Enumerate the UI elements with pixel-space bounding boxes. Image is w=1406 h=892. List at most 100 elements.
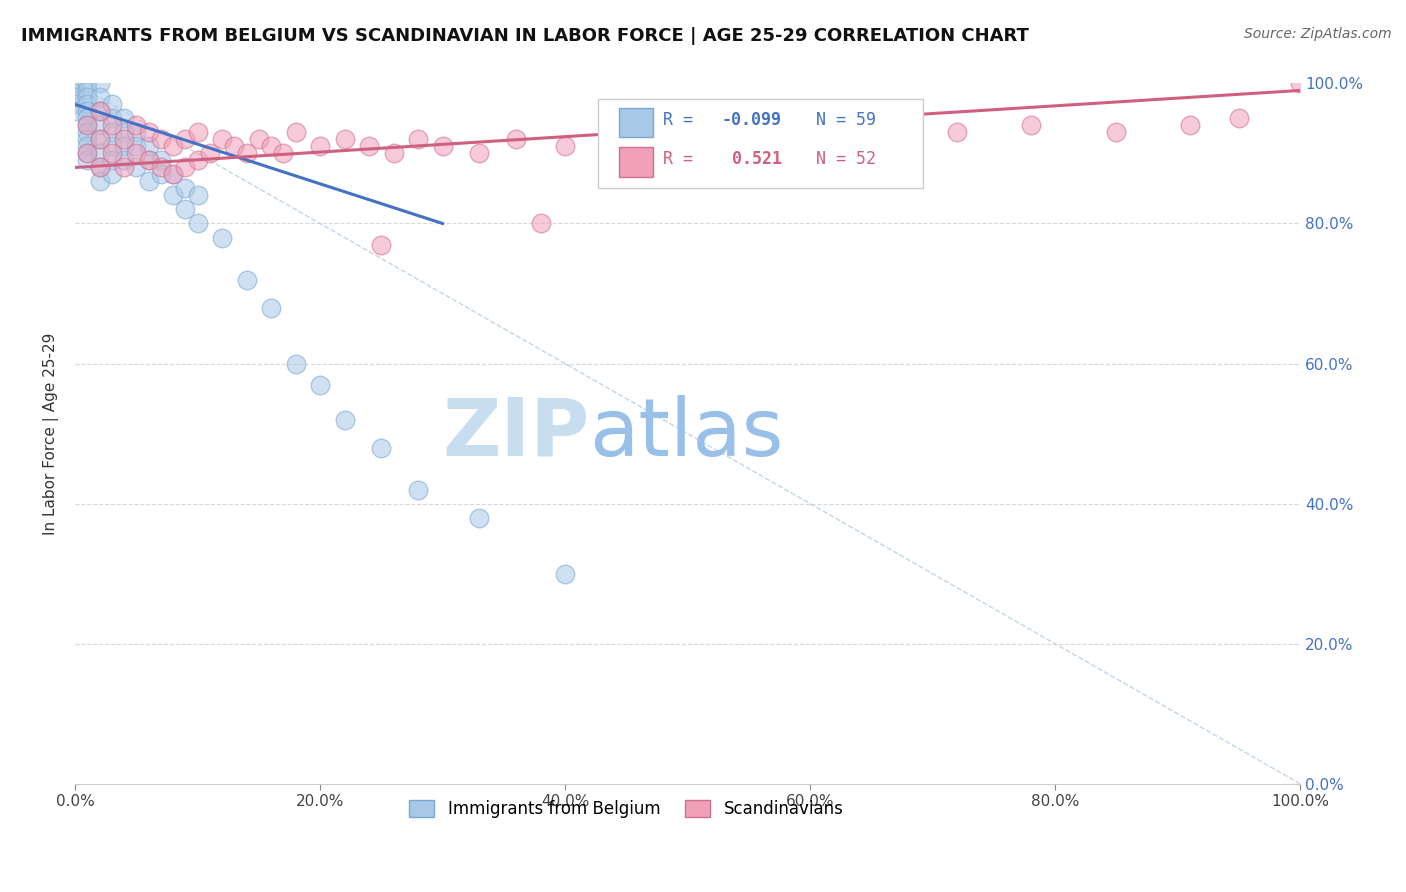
Point xyxy=(138,125,160,139)
Point xyxy=(174,132,197,146)
Point xyxy=(333,132,356,146)
Point xyxy=(101,97,124,112)
Point xyxy=(749,132,772,146)
Point xyxy=(872,132,894,146)
Text: R =: R = xyxy=(664,151,703,169)
Point xyxy=(112,125,135,139)
Point xyxy=(89,77,111,91)
Point xyxy=(63,97,86,112)
Point xyxy=(89,119,111,133)
Point xyxy=(370,441,392,455)
Point xyxy=(432,139,454,153)
Text: 0.521: 0.521 xyxy=(721,151,782,169)
Point xyxy=(76,153,98,168)
Point xyxy=(76,104,98,119)
Y-axis label: In Labor Force | Age 25-29: In Labor Force | Age 25-29 xyxy=(44,333,59,535)
Point xyxy=(112,139,135,153)
Point xyxy=(260,301,283,315)
Point xyxy=(382,146,405,161)
Point xyxy=(260,139,283,153)
Point xyxy=(700,139,723,153)
Text: ZIP: ZIP xyxy=(443,394,589,473)
Point xyxy=(76,125,98,139)
Point xyxy=(357,139,380,153)
Point xyxy=(63,77,86,91)
Point xyxy=(138,153,160,168)
Point xyxy=(101,146,124,161)
Legend: Immigrants from Belgium, Scandinavians: Immigrants from Belgium, Scandinavians xyxy=(402,793,851,824)
Bar xyxy=(619,108,654,137)
Point xyxy=(1289,77,1312,91)
Point xyxy=(273,146,295,161)
Point xyxy=(284,357,307,371)
Point xyxy=(309,377,332,392)
Point xyxy=(112,153,135,168)
Point xyxy=(529,217,551,231)
Point xyxy=(603,125,626,139)
Point xyxy=(101,119,124,133)
Point xyxy=(1019,119,1042,133)
Point xyxy=(76,146,98,161)
Point xyxy=(309,139,332,153)
Point xyxy=(76,119,98,133)
Point xyxy=(370,237,392,252)
Point xyxy=(89,132,111,146)
Point xyxy=(125,146,148,161)
Point xyxy=(235,146,257,161)
Bar xyxy=(619,147,654,177)
Point xyxy=(76,119,98,133)
Point xyxy=(149,132,172,146)
Point xyxy=(112,161,135,175)
Point xyxy=(149,168,172,182)
Point xyxy=(89,90,111,104)
Point xyxy=(101,125,124,139)
Point xyxy=(76,83,98,97)
Point xyxy=(149,153,172,168)
Point xyxy=(284,125,307,139)
Point xyxy=(162,168,184,182)
Point xyxy=(247,132,270,146)
Point xyxy=(224,139,246,153)
Point xyxy=(333,412,356,426)
Point xyxy=(125,125,148,139)
Point xyxy=(101,168,124,182)
Text: N = 59: N = 59 xyxy=(815,111,876,128)
Point xyxy=(187,153,209,168)
Point xyxy=(468,146,491,161)
Point xyxy=(63,90,86,104)
Point xyxy=(112,112,135,126)
Point xyxy=(101,139,124,153)
Point xyxy=(468,510,491,524)
Point xyxy=(76,146,98,161)
Point xyxy=(174,161,197,175)
Point xyxy=(211,132,233,146)
Point xyxy=(76,97,98,112)
Point xyxy=(406,483,429,497)
Point xyxy=(1105,125,1128,139)
Point xyxy=(811,125,834,139)
Point xyxy=(125,119,148,133)
Point xyxy=(89,104,111,119)
Point xyxy=(505,132,527,146)
Point xyxy=(138,174,160,188)
Point xyxy=(101,112,124,126)
Point xyxy=(89,161,111,175)
Point xyxy=(112,132,135,146)
Text: -0.099: -0.099 xyxy=(721,111,782,128)
Point xyxy=(89,132,111,146)
Point xyxy=(125,161,148,175)
Point xyxy=(187,217,209,231)
Point xyxy=(162,188,184,202)
Point xyxy=(198,146,221,161)
Point xyxy=(652,132,675,146)
Point xyxy=(1178,119,1201,133)
Point xyxy=(63,83,86,97)
Text: IMMIGRANTS FROM BELGIUM VS SCANDINAVIAN IN LABOR FORCE | AGE 25-29 CORRELATION C: IMMIGRANTS FROM BELGIUM VS SCANDINAVIAN … xyxy=(21,27,1029,45)
Point xyxy=(946,125,969,139)
Text: R =: R = xyxy=(664,111,703,128)
Text: atlas: atlas xyxy=(589,394,785,473)
Point xyxy=(138,139,160,153)
Point xyxy=(187,125,209,139)
Point xyxy=(187,188,209,202)
Point xyxy=(162,139,184,153)
